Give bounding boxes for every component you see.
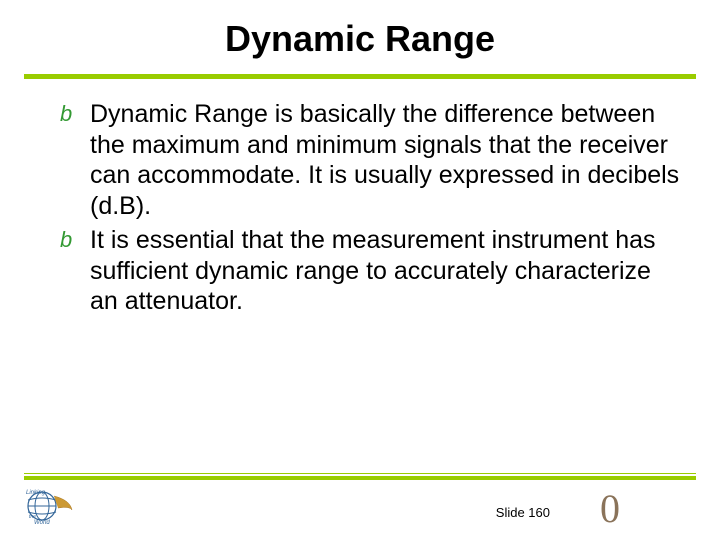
slide-footer: Linking World the Slide 160 0 bbox=[0, 460, 720, 540]
slide: Dynamic Range b Dynamic Range is basical… bbox=[0, 0, 720, 540]
bullet-marker-icon: b bbox=[60, 227, 72, 254]
footer-rule-thin bbox=[24, 473, 696, 474]
bullet-item: b Dynamic Range is basically the differe… bbox=[60, 99, 680, 221]
slide-number-label: Slide 160 bbox=[496, 505, 550, 520]
slide-title: Dynamic Range bbox=[0, 0, 720, 74]
footer-rule-thick bbox=[24, 476, 696, 480]
bullet-marker-icon: b bbox=[60, 101, 72, 128]
slide-body: b Dynamic Range is basically the differe… bbox=[0, 79, 720, 317]
corner-page-number: 0 bbox=[600, 485, 620, 532]
linking-the-world-logo-icon: Linking World the bbox=[20, 486, 76, 526]
bullet-text: It is essential that the measurement ins… bbox=[90, 226, 656, 315]
svg-text:the: the bbox=[29, 514, 36, 520]
svg-text:Linking: Linking bbox=[26, 490, 46, 496]
svg-text:World: World bbox=[34, 520, 50, 526]
bullet-text: Dynamic Range is basically the differenc… bbox=[90, 100, 679, 220]
bullet-item: b It is essential that the measurement i… bbox=[60, 225, 680, 317]
